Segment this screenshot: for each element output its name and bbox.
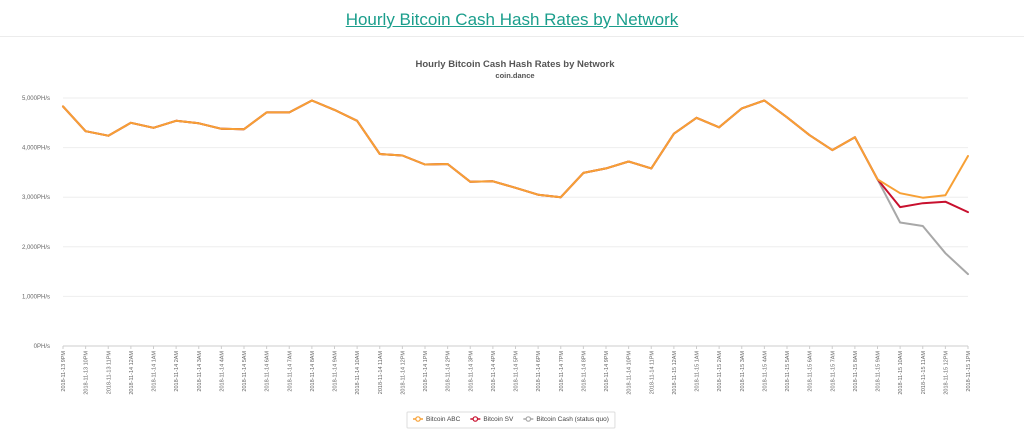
x-tick-label: 2018-11-14 11AM xyxy=(378,351,384,395)
x-tick-label: 2018-11-14 3PM xyxy=(468,351,474,392)
x-tick-label: 2018-11-14 4PM xyxy=(491,351,497,392)
x-tick-label: 2018-11-14 4AM xyxy=(219,351,225,392)
y-tick-label: 3,000PH/s xyxy=(22,195,50,201)
x-tick-label: 2018-11-14 6PM xyxy=(536,351,542,392)
x-tick-label: 2018-11-15 7AM xyxy=(830,351,836,392)
x-tick-label: 2018-11-14 12PM xyxy=(400,351,406,395)
y-tick-label: 4,000PH/s xyxy=(22,146,50,152)
y-tick-label: 0PH/s xyxy=(34,344,50,350)
chart-title: Hourly Bitcoin Cash Hash Rates by Networ… xyxy=(415,59,615,70)
legend-label: Bitcoin SV xyxy=(483,416,514,423)
y-tick-label: 2,000PH/s xyxy=(22,245,50,251)
legend-item[interactable]: Bitcoin ABC xyxy=(413,416,461,423)
x-tick-label: 2018-11-14 1AM xyxy=(152,351,158,392)
legend-marker xyxy=(415,416,421,422)
x-tick-label: 2018-11-14 5PM xyxy=(514,351,520,392)
x-tick-label: 2018-11-14 7AM xyxy=(287,351,293,392)
series-lines xyxy=(62,99,969,276)
legend-marker xyxy=(472,416,479,422)
x-tick-label: 2018-11-15 11AM xyxy=(921,351,927,395)
x-tick-label: 2018-11-15 2AM xyxy=(717,351,723,392)
page-title-link[interactable]: Hourly Bitcoin Cash Hash Rates by Networ… xyxy=(345,10,679,29)
x-tick-label: 2018-11-15 10AM xyxy=(898,351,904,395)
header-divider xyxy=(0,36,1024,37)
legend-box xyxy=(406,411,616,429)
x-tick-label: 2018-11-14 5AM xyxy=(242,351,248,392)
x-tick-label: 2018-11-14 9AM xyxy=(333,351,339,392)
y-tick-label: 1,000PH/s xyxy=(22,294,50,300)
x-tick-label: 2018-11-13 9PM xyxy=(61,351,67,392)
series-line-1 xyxy=(62,99,969,214)
y-tick-label: 5,000PH/s xyxy=(22,96,50,102)
legend-item[interactable]: Bitcoin Cash (status quo) xyxy=(523,416,609,423)
legend-item[interactable]: Bitcoin SV xyxy=(470,416,514,423)
legend-label: Bitcoin Cash (status quo) xyxy=(536,416,609,423)
x-tick-label: 2018-11-14 9PM xyxy=(604,351,610,392)
x-tick-label: 2018-11-14 8PM xyxy=(581,351,587,392)
x-tick-label: 2018-11-15 3AM xyxy=(740,351,746,392)
x-tick-label: 2018-11-14 1PM xyxy=(423,351,429,392)
x-tick-label: 2018-11-14 7PM xyxy=(559,351,565,392)
x-tick-label: 2018-11-13 11PM xyxy=(106,351,112,395)
x-tick-label: 2018-11-14 3AM xyxy=(197,351,203,392)
x-tick-label: 2018-11-15 8AM xyxy=(853,351,859,392)
x-tick-label: 2018-11-15 12AM xyxy=(672,351,678,395)
x-tick-label: 2018-11-14 10PM xyxy=(627,351,633,395)
legend-label: Bitcoin ABC xyxy=(426,416,461,423)
grid-lines xyxy=(63,97,968,347)
x-tick-label: 2018-11-15 1PM xyxy=(966,351,972,392)
x-tick-label: 2018-11-14 12AM xyxy=(129,351,135,395)
x-tick-label: 2018-11-15 6AM xyxy=(808,351,814,392)
series-line-0 xyxy=(62,99,969,199)
x-axis: 2018-11-13 9PM 2018-11-13 10PM 2018-11-13 … xyxy=(61,346,972,395)
x-tick-label: 2018-11-14 8AM xyxy=(310,351,316,392)
legend-marker xyxy=(525,416,532,422)
x-tick-label: 2018-11-15 9AM xyxy=(876,351,882,392)
x-tick-label: 2018-11-15 1AM xyxy=(695,351,701,392)
x-tick-label: 2018-11-15 4AM xyxy=(762,351,768,392)
legend: Bitcoin ABC Bitcoin SV Bitcoin Cash (statu… xyxy=(406,411,616,429)
x-tick-label: 2018-11-14 6AM xyxy=(265,351,271,392)
x-tick-label: 2018-11-14 10AM xyxy=(355,351,361,395)
chart-subtitle: coin.dance xyxy=(495,71,534,80)
y-axis: 0PH/s 1,000PH/s 2,000PH/s 3,000PH/s 4,000PH/… xyxy=(22,96,50,350)
x-tick-label: 2018-11-13 10PM xyxy=(84,351,90,395)
x-tick-label: 2018-11-14 2AM xyxy=(174,351,180,392)
x-tick-label: 2018-11-15 12PM xyxy=(943,351,949,395)
x-tick-label: 2018-11-14 2PM xyxy=(446,351,452,392)
x-tick-label: 2018-11-15 5AM xyxy=(785,351,791,392)
x-tick-label: 2018-11-14 11PM xyxy=(649,351,655,395)
